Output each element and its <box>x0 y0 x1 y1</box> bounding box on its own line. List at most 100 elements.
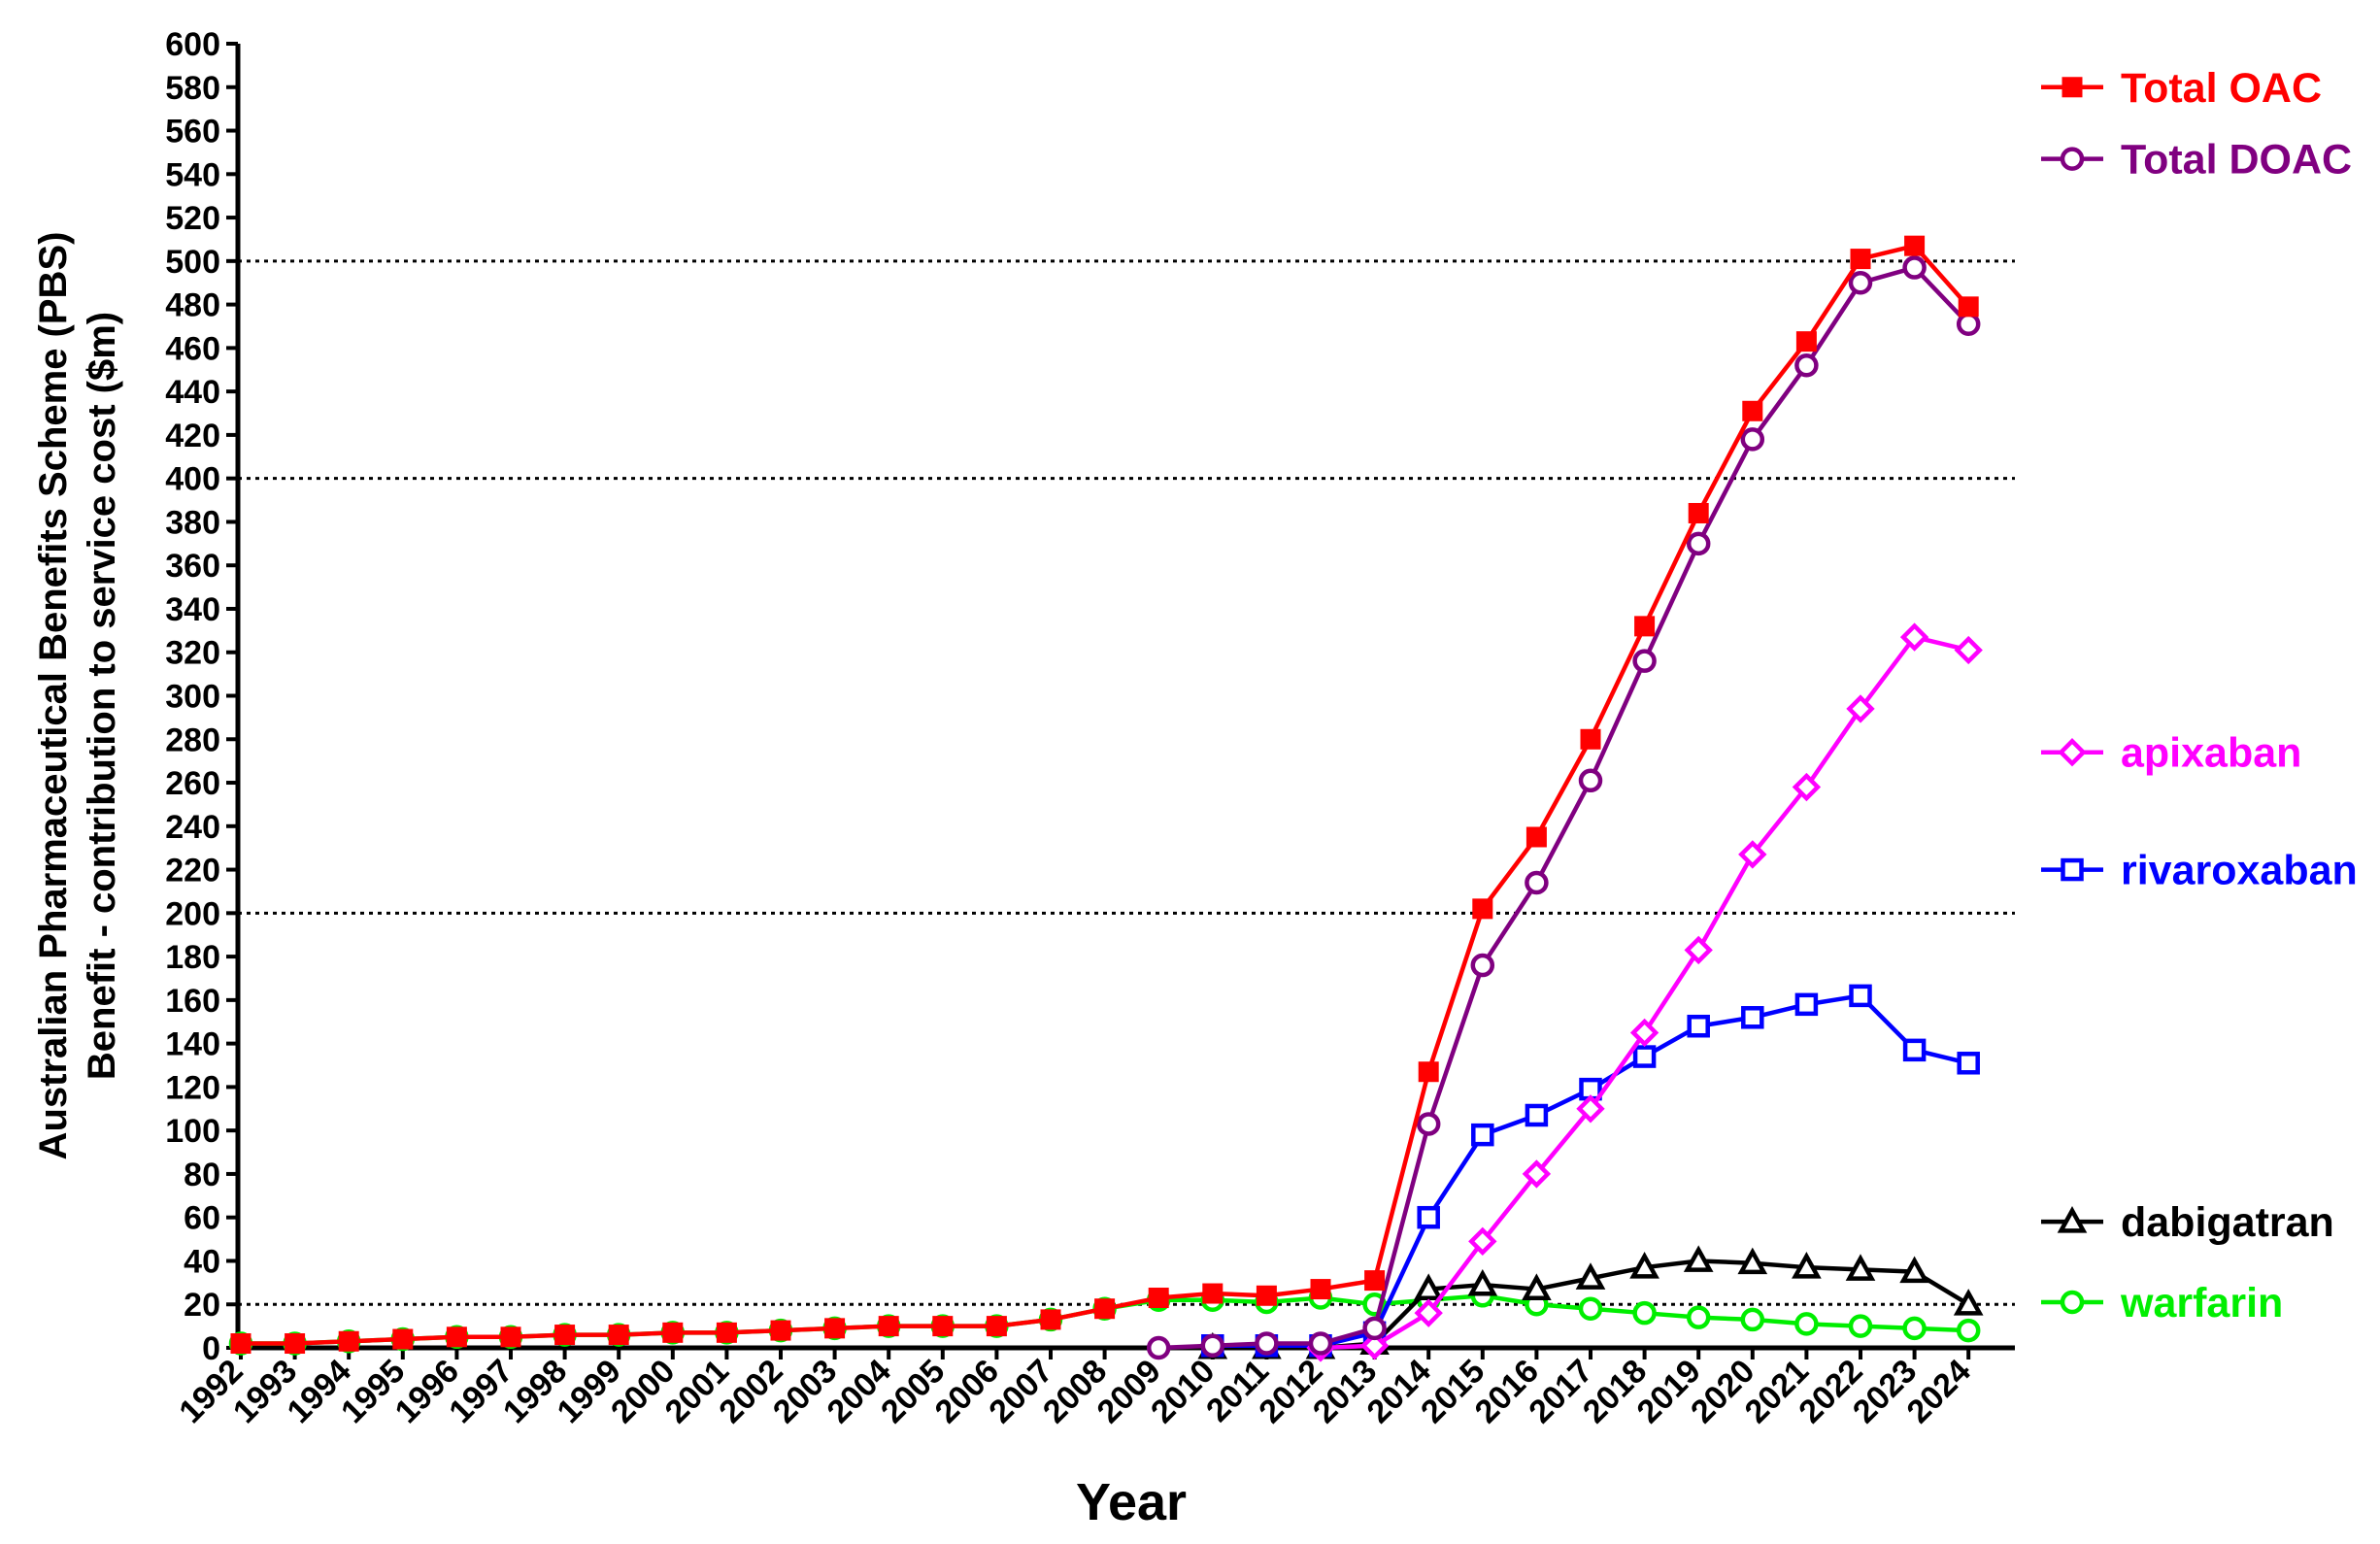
data-point-apixaban <box>1846 694 1875 723</box>
data-point-total-oac <box>1472 898 1493 920</box>
y-tick-label: 240 <box>165 809 220 846</box>
legend-marker-dabigatran <box>2057 1206 2088 1233</box>
y-tick-label: 40 <box>184 1243 220 1280</box>
legend-item-apixaban: apixaban <box>2041 730 2301 777</box>
axes: 0 20 40 60 80 100 120 140 160 180 200 220 240 260 280 3… <box>165 26 2015 1430</box>
series-line-total-doac <box>1158 265 1970 1351</box>
legend-item-rivaroxaban: rivaroxaban <box>2041 848 2358 894</box>
data-point-dabigatran <box>1953 1289 1984 1316</box>
y-tick-label: 140 <box>165 1026 220 1063</box>
data-point-warfarin <box>1686 1305 1711 1329</box>
data-point-apixaban <box>1414 1298 1443 1327</box>
legend-label-dabigatran: dabigatran <box>2121 1199 2334 1246</box>
series-apixaban <box>1306 622 1983 1362</box>
data-point-total-oac <box>608 1325 629 1346</box>
data-point-dabigatran <box>1737 1247 1768 1275</box>
data-point-rivaroxaban <box>1471 1123 1494 1147</box>
y-tick-label: 300 <box>165 679 220 716</box>
data-point-total-doac <box>1902 255 1927 280</box>
series-layer <box>228 235 1984 1362</box>
data-point-dabigatran <box>1683 1245 1714 1272</box>
series-line-total-oac <box>241 243 1970 1346</box>
data-point-total-oac <box>1525 826 1547 848</box>
data-point-total-oac <box>1688 502 1709 523</box>
data-point-total-doac <box>1740 427 1765 452</box>
data-point-total-oac <box>230 1333 251 1355</box>
x-axis-title: Year <box>1076 1473 1187 1531</box>
data-point-total-oac <box>285 1333 306 1355</box>
data-point-rivaroxaban <box>1849 984 1872 1008</box>
axis-titles: Australian Pharmaceutical Benefits Schem… <box>32 232 1187 1531</box>
data-point-total-doac <box>1416 1112 1441 1136</box>
y-tick-label: 360 <box>165 548 220 585</box>
data-point-rivaroxaban <box>1417 1205 1440 1229</box>
data-point-total-doac <box>1794 353 1819 378</box>
data-point-rivaroxaban <box>1687 1014 1710 1038</box>
x-tick-label: 2024 <box>1900 1353 1978 1430</box>
series-total-oac <box>230 235 1979 1355</box>
data-point-total-oac <box>1850 249 1871 270</box>
y-tick-label: 160 <box>165 983 220 1020</box>
data-point-dabigatran <box>1629 1252 1659 1279</box>
data-point-total-oac <box>554 1325 576 1346</box>
data-point-rivaroxaban <box>1957 1052 1980 1075</box>
data-point-apixaban <box>1576 1094 1605 1124</box>
y-tick-label: 60 <box>184 1200 220 1237</box>
legend-marker-total-oac <box>2062 77 2083 98</box>
data-point-warfarin <box>1632 1300 1657 1326</box>
data-point-dabigatran <box>1413 1273 1444 1301</box>
data-point-rivaroxaban <box>1741 1006 1764 1029</box>
data-point-apixaban <box>1629 1018 1659 1048</box>
data-point-dabigatran <box>1792 1252 1822 1279</box>
data-point-total-oac <box>1418 1061 1439 1083</box>
y-tick-label: 320 <box>165 635 220 672</box>
data-point-dabigatran <box>1575 1262 1606 1290</box>
y-tick-label: 0 <box>202 1330 220 1367</box>
data-point-total-oac <box>932 1316 954 1337</box>
data-point-total-oac <box>1094 1298 1116 1320</box>
data-point-warfarin <box>1848 1314 1873 1338</box>
data-point-total-oac <box>338 1330 359 1352</box>
legend-marker-warfarin <box>2060 1290 2085 1315</box>
data-point-apixaban <box>1468 1226 1497 1257</box>
data-point-rivaroxaban <box>1794 992 1819 1017</box>
data-point-total-oac <box>1634 616 1656 637</box>
data-point-total-oac <box>986 1316 1007 1337</box>
y-tick-label: 280 <box>165 722 220 758</box>
y-tick-label: 340 <box>165 591 220 628</box>
data-point-total-oac <box>392 1328 414 1350</box>
data-point-total-oac <box>500 1326 521 1348</box>
y-tick-label: 20 <box>184 1287 220 1324</box>
y-axis-title-line-2: Benefit - contribution to service cost (… <box>81 312 123 1080</box>
data-point-warfarin <box>1902 1316 1927 1341</box>
data-point-rivaroxaban <box>1902 1038 1927 1062</box>
data-point-total-oac <box>1256 1285 1277 1306</box>
y-tick-label: 600 <box>165 26 220 63</box>
data-point-warfarin <box>1794 1312 1819 1336</box>
data-point-dabigatran <box>1522 1273 1552 1301</box>
data-point-rivaroxaban <box>1525 1103 1549 1127</box>
y-tick-label: 120 <box>165 1069 220 1106</box>
series-total-doac <box>1146 255 1981 1360</box>
legend-item-warfarin: warfarin <box>2041 1280 2283 1326</box>
y-tick-label: 220 <box>165 853 220 889</box>
data-point-total-oac <box>1742 400 1763 421</box>
y-tick-label: 260 <box>165 765 220 802</box>
y-tick-label: 100 <box>165 1113 220 1150</box>
legend-marker-apixaban <box>2058 738 2087 767</box>
y-tick-label: 480 <box>165 287 220 324</box>
y-tick-label: 420 <box>165 418 220 454</box>
y-tick-label: 540 <box>165 156 220 193</box>
data-point-total-oac <box>1148 1288 1169 1309</box>
data-point-total-oac <box>1364 1270 1386 1292</box>
legend: Total OAC Total DOAC apixaban rivaroxaban da… <box>2041 65 2358 1326</box>
y-tick-label: 500 <box>165 244 220 281</box>
data-point-total-oac <box>878 1316 899 1337</box>
data-point-total-oac <box>1795 331 1817 352</box>
y-tick-label: 400 <box>165 461 220 498</box>
data-point-total-doac <box>1525 870 1549 895</box>
data-point-total-doac <box>1578 768 1603 793</box>
data-point-total-doac <box>1470 953 1495 978</box>
